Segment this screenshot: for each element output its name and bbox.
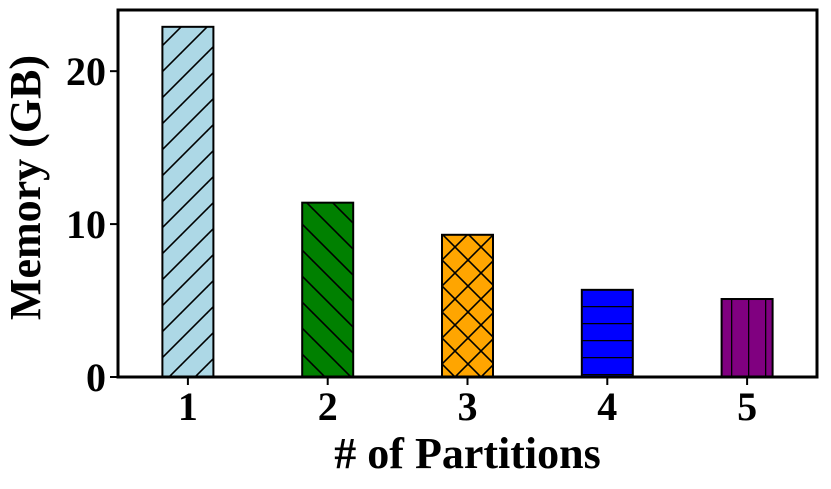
y-axis-label: Memory (GB) xyxy=(1,55,50,320)
bar-3 xyxy=(441,233,494,378)
x-tick-label: 3 xyxy=(458,384,478,429)
bars-layer xyxy=(161,25,774,379)
bar-hatch-1 xyxy=(161,25,215,379)
bar-hatch-5 xyxy=(720,298,774,379)
x-tick-label: 1 xyxy=(178,384,198,429)
x-tick-label: 4 xyxy=(597,384,617,429)
bar-hatch-4 xyxy=(580,288,634,378)
x-tick-label: 2 xyxy=(318,384,338,429)
y-tick-label: 0 xyxy=(86,355,106,400)
bar-1 xyxy=(161,25,215,379)
x-tick-label: 5 xyxy=(737,384,757,429)
bar-5 xyxy=(720,298,774,379)
ticks-layer: 1 2 3 4 5 0 10 20 xyxy=(66,49,757,429)
y-tick-label: 10 xyxy=(66,202,106,247)
y-tick-label: 20 xyxy=(66,49,106,94)
bar-4 xyxy=(580,288,634,378)
bar-hatch-3 xyxy=(441,233,494,378)
x-axis-label: # of Partitions xyxy=(334,429,600,478)
bar-hatch-2 xyxy=(301,201,355,378)
bar-2 xyxy=(301,201,355,378)
